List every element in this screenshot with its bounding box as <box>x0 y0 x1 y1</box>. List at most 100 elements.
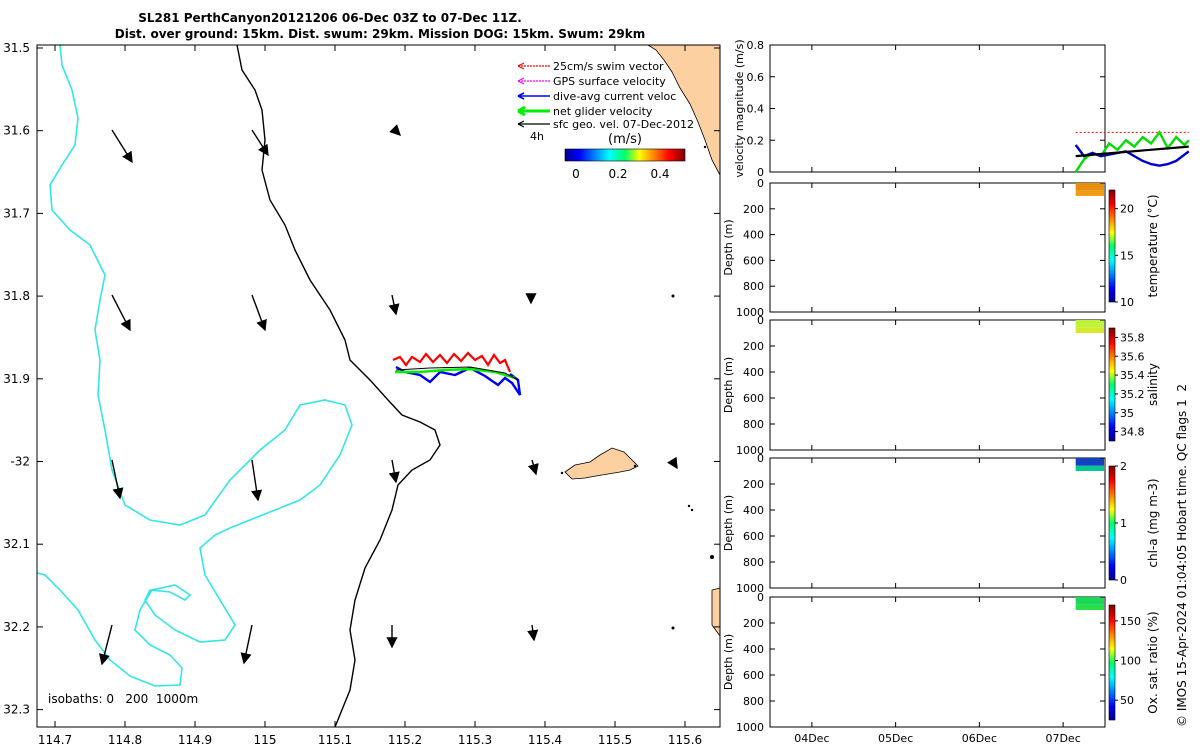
geo-vector <box>527 459 539 476</box>
time-tick-label: 06Dec <box>962 732 997 745</box>
legend-net-glider-velocity: net glider velocity <box>553 105 653 118</box>
depth-y-tick: 200 <box>743 617 764 630</box>
isobath-1000 <box>236 44 441 728</box>
geo-vector <box>111 129 133 164</box>
chart-title-line1: SL281 PerthCanyon20121206 06-Dec 03Z to … <box>138 11 522 25</box>
colorbar-tick-label: 50 <box>1120 694 1134 707</box>
land-island <box>564 447 639 480</box>
depth-y-tick: 600 <box>743 392 764 405</box>
depth-y-label: Depth (m) <box>722 634 735 690</box>
depth-y-label: Depth (m) <box>722 495 735 551</box>
velocity-y-tick: 0 <box>757 166 764 179</box>
colorbar-tick-label: 35.4 <box>1120 369 1145 382</box>
map-x-axis: 114.7 114.8 114.9 115 115.1 115.2 115.3 115.4 11… <box>38 45 702 747</box>
geo-vector <box>240 624 253 665</box>
map-x-tick-label: 115.3 <box>458 733 492 747</box>
map-x-tick-label: 115.5 <box>598 733 632 747</box>
velocity-y-tick: 0.4 <box>747 103 765 116</box>
colorbar-oxygen <box>1108 604 1116 721</box>
velocity-y-label: velocity magnitude (m/s) <box>733 39 746 177</box>
colorbar-temperature <box>1108 189 1116 303</box>
colorbar-tick-label: 35.8 <box>1120 331 1145 344</box>
profile-band-lower <box>1075 604 1104 610</box>
depth-y-tick: 1000 <box>736 306 764 319</box>
colorbar-label: temperature (°C) <box>1146 195 1160 298</box>
profile-band-upper <box>1075 183 1104 191</box>
map-x-tick-label: 114.9 <box>178 733 212 747</box>
map-legend: 25cm/s swim vector GPS surface velocity … <box>517 60 694 181</box>
colorbar-tick-label: 2 <box>1120 460 1127 473</box>
depth-y-tick: 400 <box>743 366 764 379</box>
colorbar-tick-label: 100 <box>1120 655 1141 668</box>
profile-band-upper <box>1075 320 1104 328</box>
depth-y-tick: 800 <box>743 280 764 293</box>
map-y-tick-label: 31.8 <box>3 289 30 303</box>
map-x-tick-label: 115.6 <box>668 733 702 747</box>
time-axis: 04Dec 05Dec 06Dec 07Dec <box>794 45 1081 745</box>
geo-vector <box>388 294 400 316</box>
isobath-note: isobaths: 0 200 1000m <box>48 692 198 706</box>
depth-y-tick: 1000 <box>736 582 764 595</box>
geo-vector <box>527 624 539 642</box>
legend-swim-vector: 25cm/s swim vector <box>553 60 664 73</box>
colorbar-tick: 0 <box>572 167 580 181</box>
legend-gps-velocity: GPS surface velocity <box>553 75 666 88</box>
colorbar-chl-a <box>1108 465 1116 581</box>
depth-y-tick: 0 <box>757 314 764 327</box>
depth-panel-salinity: 0 200 400 600 800 1000 Depth (m) 34.8 35 35.2 35.4… <box>722 314 1160 457</box>
depth-panel-chl-a: 0 200 400 600 800 1000 Depth (m) 0 1 2 chl-a (mg m… <box>722 452 1160 595</box>
geo-vector <box>251 459 263 502</box>
dive-avg-current-vectors <box>395 365 522 396</box>
velocity-y-tick: 0.2 <box>747 134 765 147</box>
colorbar-label: chl-a (mg m-3) <box>1146 478 1160 567</box>
swim-vectors <box>392 351 512 373</box>
legend-sfc-geo-velocity: sfc geo. vel. 07-Dec-2012 <box>553 118 694 131</box>
map-x-tick-label: 114.8 <box>108 733 142 747</box>
geo-vector <box>99 624 113 666</box>
depth-y-tick: 600 <box>743 254 764 267</box>
geo-vector <box>389 124 401 136</box>
geo-vector <box>251 129 269 157</box>
map-y-tick-label: 31.9 <box>3 372 30 386</box>
depth-y-label: Depth (m) <box>722 219 735 275</box>
colorbar-tick-label: 0 <box>1120 574 1127 587</box>
map-y-tick-label: -32 <box>10 455 30 469</box>
colorbar-tick-label: 35.2 <box>1120 388 1145 401</box>
map-y-tick-label: 31.5 <box>3 41 30 55</box>
velocity-y-tick: 0.6 <box>747 71 765 84</box>
map-x-tick-label: 115 <box>254 733 277 747</box>
colorbar-label: salinity <box>1146 363 1160 406</box>
map-y-tick-label: 32.3 <box>3 703 30 717</box>
surface-geostrophic-vectors <box>99 124 678 666</box>
imos-credit: © IMOS 15-Apr-2024 01:04:05 Hobart time.… <box>1175 384 1189 727</box>
net-glider-velocity <box>395 367 516 380</box>
map-x-tick-label: 115.2 <box>388 733 422 747</box>
geo-vector <box>111 294 131 332</box>
geo-vector <box>251 294 267 332</box>
depth-y-tick: 800 <box>743 418 764 431</box>
isobath-200-west <box>36 44 353 687</box>
map-y-axis: 31.5 31.6 31.7 31.8 31.9 -32 32.1 32.2 32.3 <box>3 41 720 717</box>
colorbar-tick-label: 1 <box>1120 517 1127 530</box>
speed-colorbar <box>564 148 686 162</box>
depth-y-tick: 200 <box>743 203 764 216</box>
depth-panel-oxygen: 0 200 400 600 800 1000 Depth (m) 50 100 150 Ox. sa… <box>722 591 1160 734</box>
colorbar-tick-label: 150 <box>1120 615 1141 628</box>
map-x-tick-label: 115.4 <box>528 733 562 747</box>
map-y-tick-label: 32.1 <box>3 537 30 551</box>
colorbar-tick-label: 35 <box>1120 407 1134 420</box>
depth-y-tick: 400 <box>743 229 764 242</box>
dots <box>560 145 714 630</box>
depth-y-tick: 0 <box>757 591 764 604</box>
geo-vector <box>388 459 400 484</box>
glider-track <box>392 351 522 396</box>
depth-y-tick: 800 <box>743 556 764 569</box>
velocity-y-tick: 0.8 <box>747 39 765 52</box>
legend-dive-avg-current: dive-avg current veloc <box>553 90 676 103</box>
colorbar-tick-label: 20 <box>1120 203 1134 216</box>
depth-y-tick: 1000 <box>736 444 764 457</box>
map-y-tick-label: 32.2 <box>3 620 30 634</box>
time-tick-label: 05Dec <box>878 732 913 745</box>
